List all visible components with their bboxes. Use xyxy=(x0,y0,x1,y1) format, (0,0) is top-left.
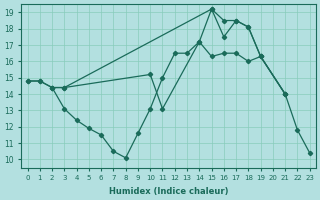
X-axis label: Humidex (Indice chaleur): Humidex (Indice chaleur) xyxy=(109,187,228,196)
